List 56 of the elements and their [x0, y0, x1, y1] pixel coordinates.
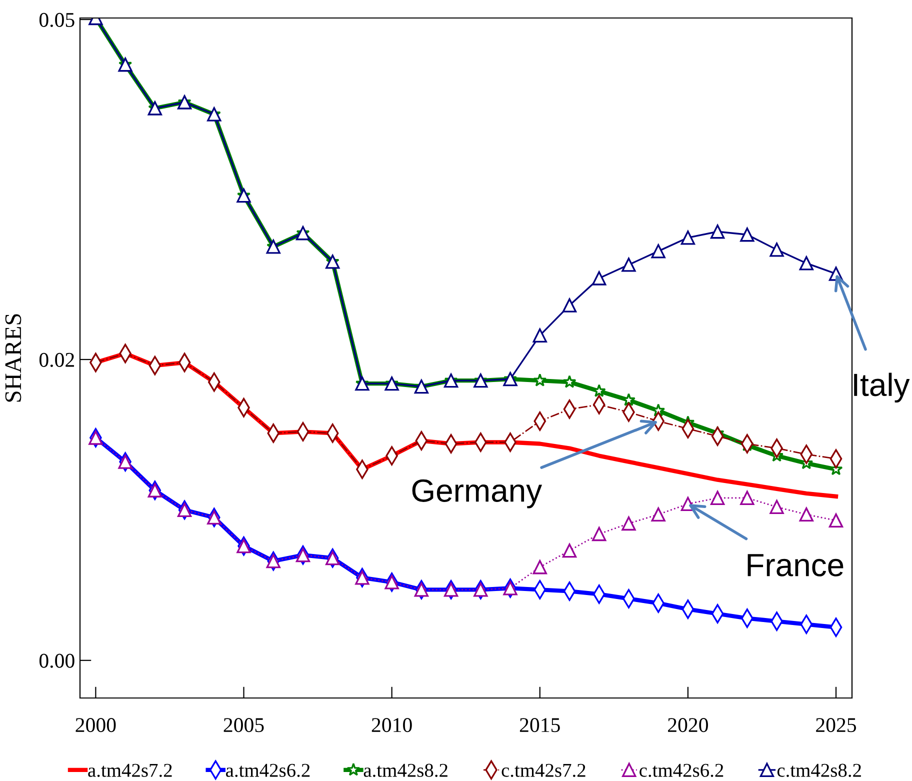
point [740, 228, 754, 242]
point [710, 490, 725, 505]
point [474, 582, 488, 597]
y-axis-title: SHARES [5, 314, 22, 402]
point [444, 582, 458, 597]
point [384, 575, 399, 590]
y-tick-label: 0.05 [39, 12, 74, 28]
point [592, 271, 606, 286]
annotation: Germany [412, 479, 542, 508]
point [799, 256, 814, 270]
legend-label: a.tm42s6.2 [226, 764, 310, 777]
point [592, 526, 606, 542]
point [532, 328, 547, 343]
point [88, 430, 103, 445]
legend-label: c.tm42s7.2 [502, 764, 586, 777]
point [622, 516, 636, 531]
point [236, 538, 251, 554]
point [414, 582, 429, 597]
point [533, 373, 547, 386]
point [266, 554, 280, 568]
point [562, 374, 576, 388]
point [770, 500, 784, 514]
annotation: France [748, 554, 844, 576]
legend-label: c.tm42s8.2 [777, 764, 861, 777]
point [651, 507, 666, 522]
point [562, 298, 577, 312]
point [177, 502, 192, 518]
point [503, 581, 518, 596]
point [532, 560, 547, 574]
point [651, 244, 666, 258]
x-tick-label: 2025 [816, 718, 856, 732]
point [770, 242, 784, 257]
y-tick-label: 0.02 [39, 352, 74, 368]
point [710, 224, 725, 239]
x-tick-label: 2005 [224, 718, 264, 732]
legend-label: a.tm42s7.2 [88, 764, 172, 777]
point [799, 507, 814, 522]
y-tick-label: 0.00 [39, 654, 74, 668]
point [148, 483, 162, 498]
point [680, 230, 696, 245]
x-tick-label: 2000 [76, 718, 116, 732]
x-tick-label: 2015 [520, 718, 560, 732]
point [118, 454, 132, 469]
legend-label: c.tm42s6.2 [640, 764, 724, 777]
point [355, 570, 370, 585]
point [326, 551, 340, 566]
point [207, 510, 222, 525]
point [740, 490, 754, 505]
point [828, 513, 844, 528]
x-tick-label: 2020 [668, 718, 708, 732]
point [622, 258, 636, 272]
point [296, 548, 310, 562]
point [562, 543, 577, 558]
legend-label: a.tm42s8.2 [364, 764, 448, 777]
x-tick-label: 2010 [372, 718, 412, 732]
annotation: Italy [854, 372, 910, 403]
